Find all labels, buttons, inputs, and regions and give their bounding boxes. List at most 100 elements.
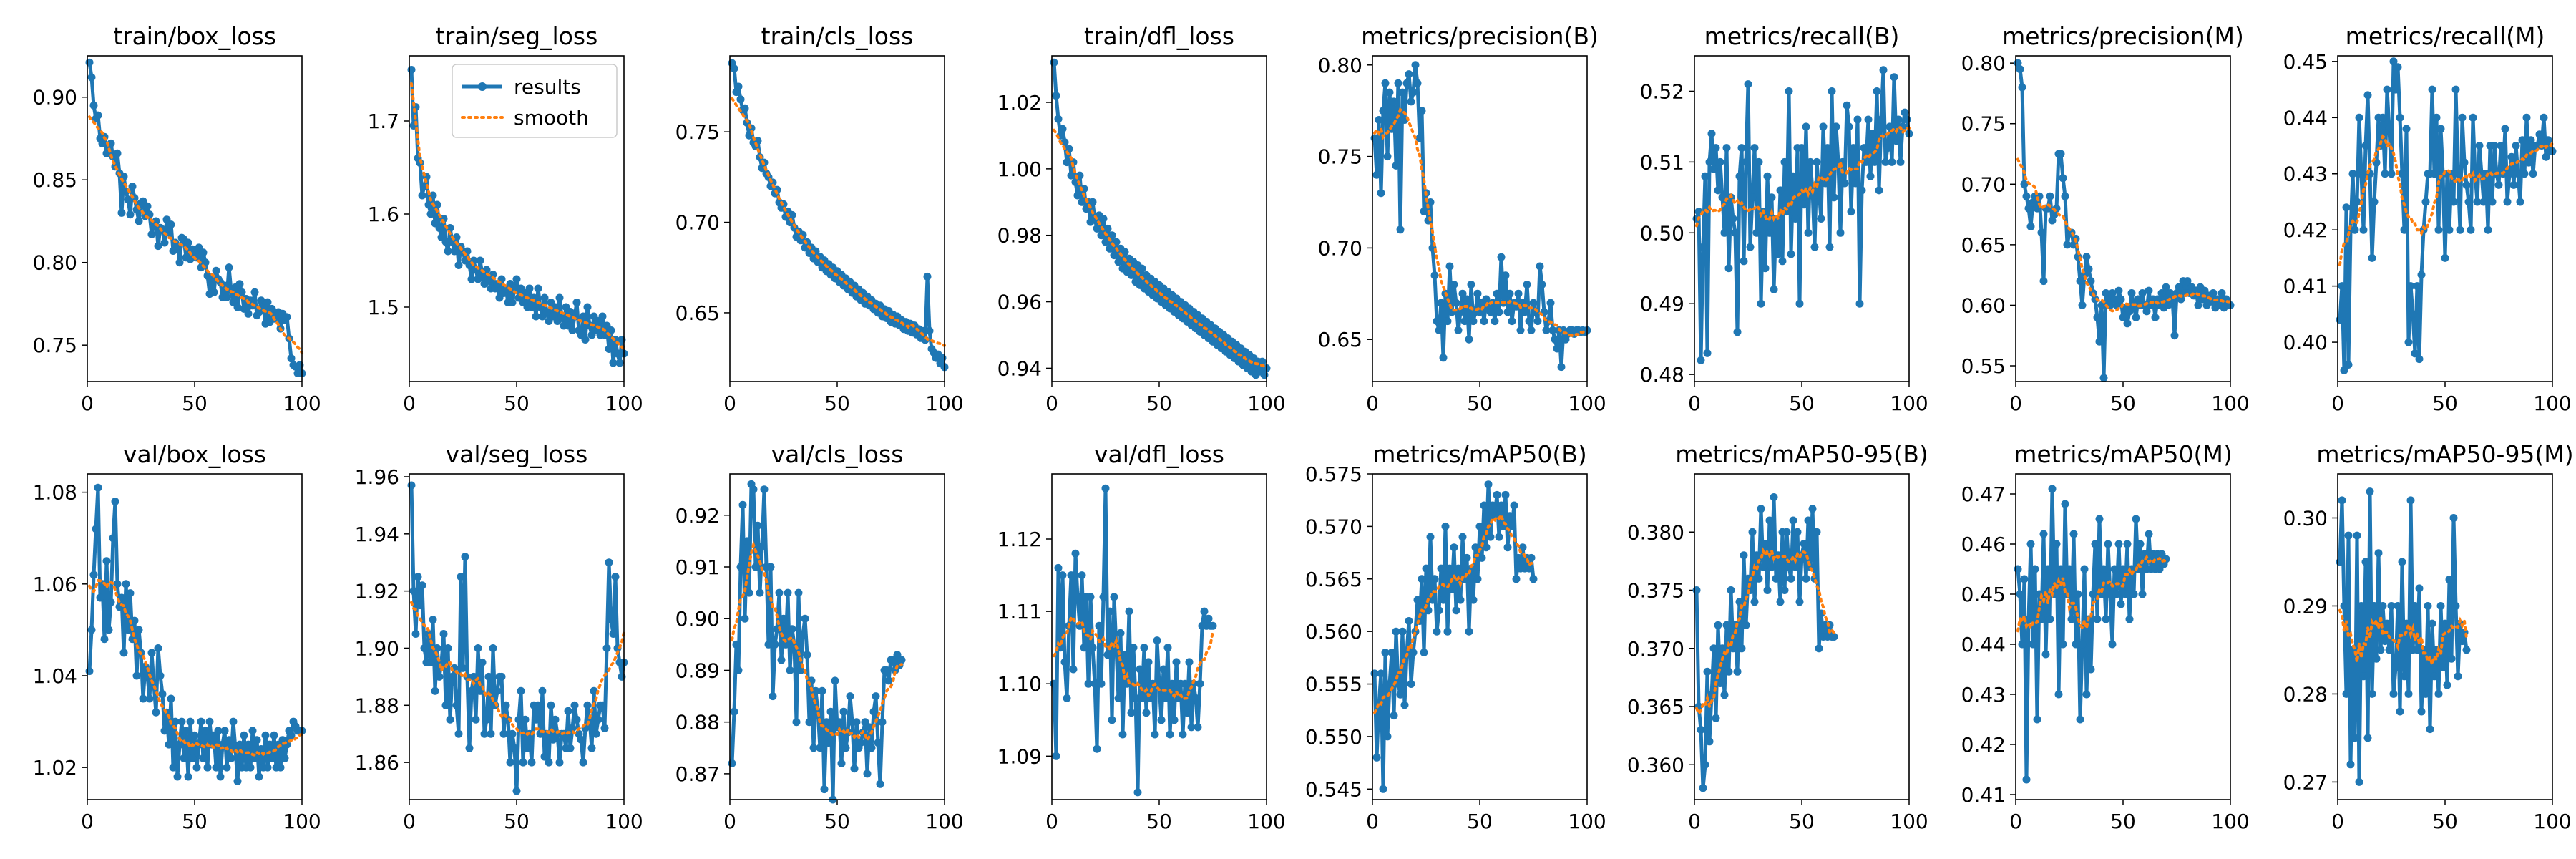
results-point <box>1703 667 1712 676</box>
y-tick-label: 0.44 <box>2283 106 2328 130</box>
results-point <box>2417 707 2426 716</box>
x-tick-label: 50 <box>824 810 850 833</box>
results-point <box>1082 205 1091 213</box>
results-point <box>169 763 177 772</box>
results-point <box>1439 596 1448 604</box>
results-point <box>1475 522 1484 530</box>
results-point <box>1866 172 1875 180</box>
results-point <box>2091 540 2099 548</box>
y-tick-label: 1.11 <box>997 600 1042 623</box>
results-point <box>1465 627 1473 636</box>
results-point <box>841 744 850 752</box>
results-point <box>2114 540 2123 548</box>
results-point <box>2336 558 2344 566</box>
results-point <box>478 658 487 666</box>
x-tick-label: 100 <box>283 810 321 833</box>
results-point <box>1802 574 1810 583</box>
x-tick-label: 100 <box>283 392 321 415</box>
results-point <box>1411 61 1420 69</box>
results-point <box>734 666 743 674</box>
y-tick-label: 1.02 <box>33 756 77 780</box>
results-point <box>2421 689 2430 698</box>
x-tick-label: 100 <box>2533 392 2571 415</box>
results-point <box>2123 540 2132 548</box>
results-point <box>1503 308 1512 316</box>
results-point <box>508 729 517 738</box>
results-point <box>126 210 135 219</box>
results-point <box>1445 262 1454 271</box>
results-point <box>1396 225 1405 234</box>
results-point <box>1200 607 1209 616</box>
results-point <box>1813 528 1821 536</box>
results-point <box>792 718 801 727</box>
results-point <box>863 770 872 778</box>
results-point <box>1050 58 1058 67</box>
results-point <box>96 593 104 602</box>
results-point <box>1091 679 1099 688</box>
results-point <box>1161 694 1170 702</box>
results-point <box>938 354 947 362</box>
y-tick-label: 0.42 <box>1961 733 2006 757</box>
results-point <box>1709 644 1718 653</box>
results-point <box>2503 198 2512 206</box>
results-point <box>2512 142 2520 150</box>
results-point <box>769 692 777 701</box>
y-tick-label: 0.91 <box>675 555 720 579</box>
results-point <box>1510 501 1518 510</box>
results-point <box>598 312 607 321</box>
results-point <box>1843 101 1851 110</box>
results-point <box>2114 286 2123 295</box>
results-point <box>2099 374 2108 382</box>
results-point <box>2022 775 2031 784</box>
results-point <box>152 217 160 225</box>
results-point <box>1486 533 1495 541</box>
results-point <box>572 715 581 724</box>
results-point <box>1804 516 1813 525</box>
results-point <box>850 765 859 773</box>
results-point <box>1875 186 1883 195</box>
results-point <box>1823 144 1832 152</box>
x-tick-label: 100 <box>2211 392 2249 415</box>
results-point <box>587 744 596 752</box>
results-point <box>2037 228 2046 237</box>
results-point <box>2026 540 2035 548</box>
x-tick-label: 0 <box>403 810 416 833</box>
results-point <box>2209 289 2218 297</box>
results-point <box>180 754 188 762</box>
results-point <box>154 644 162 652</box>
results-point <box>156 671 165 680</box>
results-point <box>2039 277 2048 286</box>
results-point <box>1828 87 1836 95</box>
results-point <box>570 701 579 709</box>
results-point <box>1121 651 1129 659</box>
results-point <box>867 744 876 752</box>
results-point <box>745 588 753 597</box>
results-point <box>467 686 476 695</box>
results-point <box>1469 596 1478 604</box>
y-tick-label: 1.6 <box>367 203 399 226</box>
results-point <box>1108 231 1116 240</box>
results-point <box>416 601 424 610</box>
results-point <box>2430 672 2439 681</box>
results-point <box>1712 144 1720 152</box>
x-tick-label: 50 <box>2432 810 2458 833</box>
results-point <box>592 729 600 738</box>
results-point <box>1740 551 1748 560</box>
results-point <box>1527 326 1536 334</box>
results-point <box>2093 615 2102 623</box>
results-point <box>1724 264 1733 273</box>
subplot-title: metrics/mAP50(M) <box>2014 440 2232 468</box>
results-point <box>1538 281 1546 288</box>
results-point <box>2353 198 2361 206</box>
results-point <box>736 563 745 571</box>
results-point <box>2020 180 2029 188</box>
results-point <box>1398 88 1407 97</box>
results-point <box>102 557 111 566</box>
results-point <box>1467 281 1475 288</box>
results-point <box>512 275 521 283</box>
results-point <box>1548 326 1557 334</box>
results-point <box>2080 565 2089 573</box>
results-point <box>2417 271 2426 279</box>
results-point <box>775 588 784 597</box>
results-point <box>229 717 238 726</box>
